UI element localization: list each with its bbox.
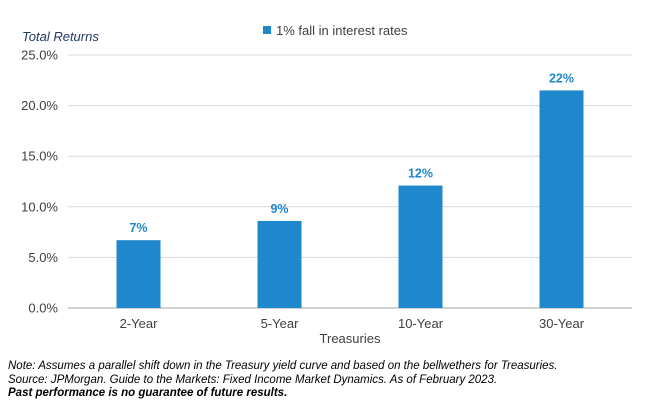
data-label: 7% <box>129 221 147 235</box>
y-axis-ticks: 0.0% 5.0% 10.0% 15.0% 20.0% 25.0% <box>21 48 58 316</box>
y-axis-title: Total Returns <box>22 29 99 44</box>
note-text: Note: Assumes a parallel shift down in t… <box>8 360 558 372</box>
y-tick-label: 20.0% <box>21 98 58 113</box>
x-tick-label: 5-Year <box>261 316 299 331</box>
x-tick-label: 30-Year <box>539 316 585 331</box>
bar-10-year <box>398 185 443 308</box>
y-tick-label: 25.0% <box>21 48 58 63</box>
y-tick-label: 10.0% <box>21 199 58 214</box>
x-tick-label: 2-Year <box>120 316 158 331</box>
y-tick-label: 0.0% <box>28 301 58 316</box>
source-text: Source: JPMorgan. Guide to the Markets: … <box>8 373 498 386</box>
bar-30-year <box>539 90 584 308</box>
data-label: 22% <box>549 71 574 85</box>
data-label: 9% <box>270 202 288 216</box>
data-labels: 7% 9% 12% 22% <box>129 71 574 235</box>
x-tick-label: 10-Year <box>398 316 444 331</box>
bar-2-year <box>116 240 161 308</box>
bars <box>116 90 584 308</box>
bar-5-year <box>257 220 302 308</box>
bar-chart: Total Returns 1% fall in interest rates … <box>21 23 632 346</box>
data-label: 12% <box>408 167 433 181</box>
legend-label: 1% fall in interest rates <box>276 23 408 38</box>
y-tick-label: 5.0% <box>28 250 58 265</box>
x-axis-ticks: 2-Year 5-Year 10-Year 30-Year <box>120 316 585 331</box>
legend-swatch <box>263 26 271 34</box>
y-tick-label: 15.0% <box>21 149 58 164</box>
footnotes: Note: Assumes a parallel shift down in t… <box>8 360 558 401</box>
gridlines <box>68 54 632 309</box>
x-axis-title: Treasuries <box>320 331 381 346</box>
disclaimer-text: Past performance is no guarantee of futu… <box>8 387 288 399</box>
legend: 1% fall in interest rates <box>263 23 408 38</box>
